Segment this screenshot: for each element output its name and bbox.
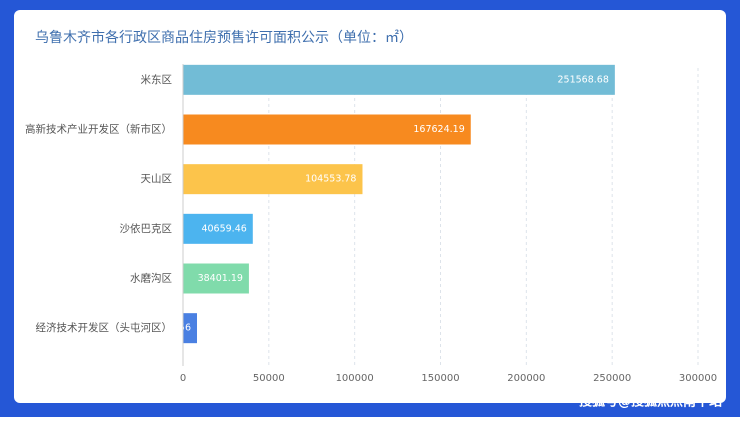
bar (183, 164, 363, 195)
value-label: 167624.19 (413, 124, 464, 135)
x-tick-label: 100000 (336, 373, 374, 384)
x-tick-label: 150000 (421, 373, 459, 384)
bar (183, 213, 253, 244)
panel (14, 10, 726, 403)
x-tick-label: 300000 (679, 373, 717, 384)
y-tick-label: 沙依巴克区 (120, 222, 173, 235)
y-tick-label: 水磨沟区 (130, 272, 172, 285)
bars: 251568.68 167624.19 104553.78 40659.46 38401… (167, 64, 615, 344)
chart-title: 乌鲁木齐市各行政区商品住房预售许可面积公示（单位：㎡） (35, 29, 413, 46)
x-tick-label: 200000 (507, 373, 545, 384)
bar (183, 64, 615, 95)
watermark: 搜狐号@搜狐焦点南平站 (579, 394, 722, 410)
value-label: 104553.78 (305, 174, 356, 185)
value-label: 40659.46 (201, 223, 246, 234)
y-tick-label: 经济技术开发区（头屯河区） (36, 321, 173, 334)
value-label: 251568.68 (557, 74, 608, 85)
x-tick-label: 250000 (593, 373, 631, 384)
bar (183, 114, 471, 145)
x-tick-label: 0 (180, 373, 186, 384)
value-label: 8156 (167, 323, 191, 334)
y-tick-label: 米东区 (141, 73, 173, 86)
y-tick-label: 高新技术产业开发区（新市区） (25, 123, 172, 136)
y-tick-label: 天山区 (141, 173, 173, 185)
value-label: 38401.19 (198, 273, 243, 284)
bar (183, 263, 249, 294)
bar (183, 313, 198, 344)
x-tick-label: 50000 (253, 373, 285, 384)
